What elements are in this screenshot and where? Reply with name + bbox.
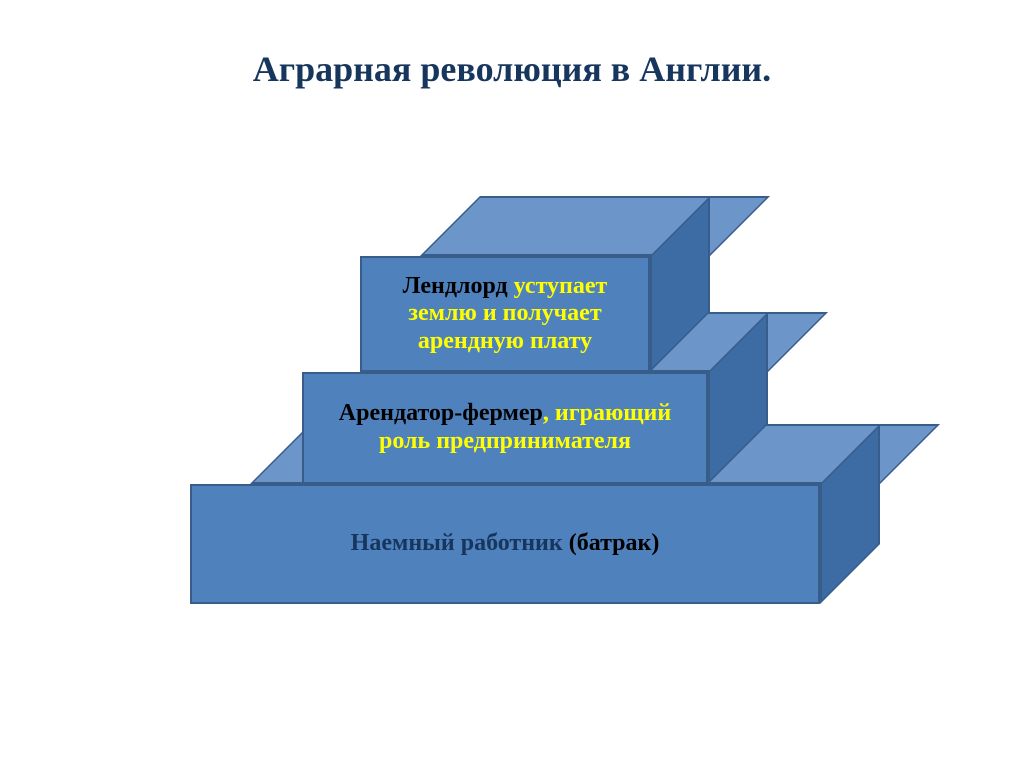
level-middle-label: Арендатор-фермер, играющий роль предприн… bbox=[314, 400, 696, 455]
level-middle-front-face: Арендатор-фермер, играющий роль предприн… bbox=[302, 372, 708, 484]
page-title: Аграрная революция в Англии. bbox=[0, 48, 1024, 90]
level-bottom-front-face: Наемный работник (батрак) bbox=[190, 484, 820, 604]
level-top-front-face: Лендлорд уступает землю и получает аренд… bbox=[360, 256, 650, 372]
level-top-top-face bbox=[420, 196, 770, 256]
level-bottom-label: Наемный работник (батрак) bbox=[351, 530, 660, 558]
level-top-label: Лендлорд уступает землю и получает аренд… bbox=[372, 273, 638, 356]
level-top: Лендлорд уступает землю и получает аренд… bbox=[360, 196, 710, 372]
